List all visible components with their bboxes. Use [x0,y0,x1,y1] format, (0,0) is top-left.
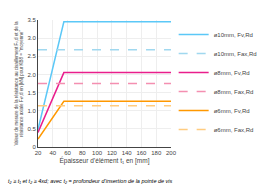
svg-text:120: 120 [107,150,118,156]
svg-text:ø8mm, Fax,Rd: ø8mm, Fax,Rd [214,89,254,95]
svg-text:Épaisseur d’élément t₁ en [mm]: Épaisseur d’élément t₁ en [mm] [60,156,150,165]
svg-text:ø10mm, Fv,Rd: ø10mm, Fv,Rd [214,32,253,38]
svg-text:2.0: 2.0 [27,72,36,78]
svg-text:ø8mm, Fv,Rd: ø8mm, Fv,Rd [214,70,250,76]
svg-text:ø6mm, Fv,Rd: ø6mm, Fv,Rd [214,108,250,114]
svg-text:0.5: 0.5 [27,126,36,132]
svg-text:0: 0 [32,144,36,150]
svg-text:140: 140 [122,150,133,156]
svg-text:ø10mm, Fax,Rd: ø10mm, Fax,Rd [214,51,257,57]
svg-text:40: 40 [49,150,56,156]
svg-text:1.5: 1.5 [27,90,36,96]
svg-text:200: 200 [166,150,177,156]
svg-text:60: 60 [64,150,71,156]
svg-text:160: 160 [136,150,147,156]
svg-text:80: 80 [79,150,86,156]
svg-text:100: 100 [92,150,103,156]
svg-text:Valeur de mesure de la résista: Valeur de mesure de la résistance au cis… [14,21,25,146]
svg-text:3.5: 3.5 [27,17,36,23]
svg-text:ø6mm, Fax,Rd: ø6mm, Fax,Rd [214,127,254,133]
svg-text:2.5: 2.5 [27,53,36,59]
svg-text:1.0: 1.0 [27,108,36,114]
svg-text:t₂ ≥ t₁ et t₂ ≥ 4xd; avec t₂ =: t₂ ≥ t₁ et t₂ ≥ 4xd; avec t₂ = profondeu… [8,178,173,184]
svg-text:180: 180 [151,150,162,156]
svg-text:3.0: 3.0 [27,35,36,41]
svg-text:20: 20 [35,150,42,156]
